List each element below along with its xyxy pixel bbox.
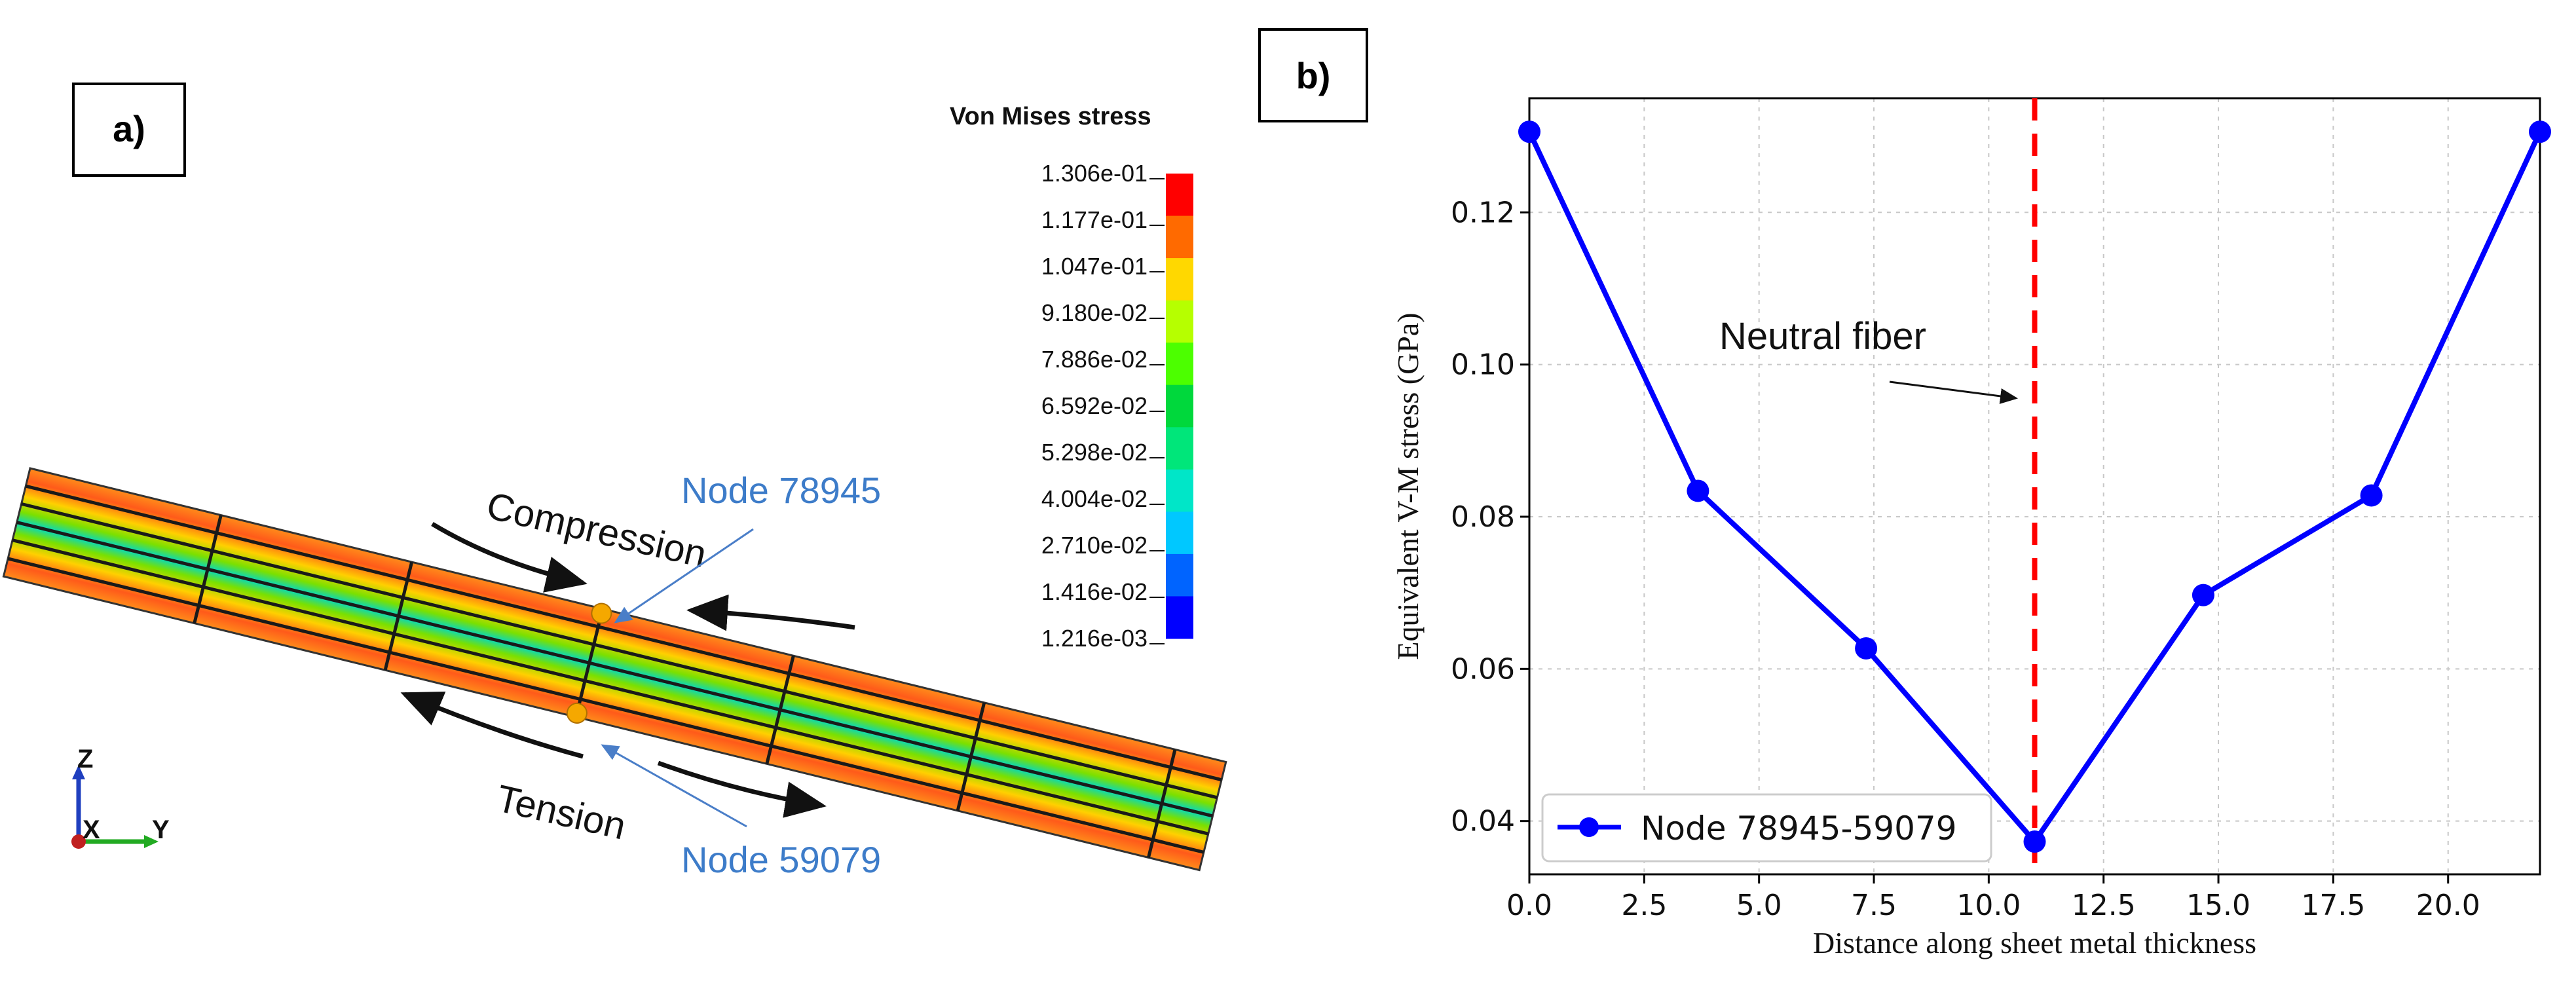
x-tick-label: 10.0 [1956, 889, 2021, 922]
panel-b: b) 0.0 2.5 5.0 7.5 10.0 12.5 15.0 17.5 20.0 0.04… [1258, 28, 2551, 959]
mesh-layer-lines [7, 484, 1222, 854]
legend-tick-label: 2.710e-02 [1041, 532, 1148, 559]
legend-tick-label: 5.298e-02 [1041, 439, 1148, 466]
triad-y-arrowhead [144, 835, 159, 848]
node-bottom-label: Node 59079 [681, 839, 881, 880]
x-tick-label: 5.0 [1736, 889, 1782, 922]
series-point [2192, 584, 2214, 606]
chart-y-axis-label: Equivalent V-M stress (GPa) [1391, 312, 1425, 660]
node-marker-top [591, 603, 612, 624]
series-point [2360, 484, 2383, 507]
panel-a: a) [2, 83, 1227, 880]
tension-arrow-left [400, 692, 584, 759]
legend-color-segment [1166, 215, 1193, 259]
legend-title: Von Mises stress [950, 103, 1151, 130]
legend-color-segment [1166, 343, 1193, 386]
chart-legend-label: Node 78945-59079 [1641, 809, 1957, 847]
chart-legend: Node 78945-59079 [1541, 793, 1992, 863]
tension-label: Tension [493, 777, 629, 847]
node-marker-bottom [566, 702, 588, 724]
series-point [1687, 479, 1709, 502]
series-point [2529, 121, 2551, 143]
chart-legend-marker [1579, 817, 1599, 837]
triad-origin [71, 834, 86, 849]
legend-tick-label: 4.004e-02 [1041, 485, 1148, 512]
x-tick-label: 0.0 [1506, 889, 1552, 922]
panel-a-label: a) [113, 108, 145, 149]
legend-tick-label: 9.180e-02 [1041, 299, 1148, 326]
x-tick-label: 15.0 [2186, 889, 2250, 922]
legend-color-segment [1166, 384, 1193, 428]
neutral-fiber-pointer [1889, 381, 2018, 404]
node-top-leader [614, 528, 754, 623]
axis-triad: Z X Y [71, 745, 170, 849]
y-tick-label: 0.04 [1451, 805, 1515, 838]
legend-tick-label: 1.047e-01 [1041, 253, 1148, 280]
stress-legend: Von Mises stress 1.306e-01 1.177e-01 1.047… [950, 103, 1193, 652]
y-tick-label: 0.08 [1451, 500, 1515, 534]
neutral-fiber-label: Neutral fiber [1719, 315, 1926, 358]
legend-color-segment [1166, 174, 1193, 217]
x-tick-label: 7.5 [1851, 889, 1897, 922]
legend-tick-label: 1.416e-02 [1041, 578, 1148, 605]
series-point [1855, 637, 1878, 660]
chart-series-node-78945-59079 [1518, 121, 2551, 853]
legend-color-segment [1166, 300, 1193, 343]
legend-color-segment [1166, 258, 1193, 301]
node-top-label: Node 78945 [681, 470, 881, 511]
mesh-element-lines [193, 514, 1177, 859]
x-tick-label: 2.5 [1621, 889, 1667, 922]
x-tick-label: 12.5 [2072, 889, 2136, 922]
chart-x-ticks: 0.0 2.5 5.0 7.5 10.0 12.5 15.0 17.5 20.0 [1506, 874, 2480, 922]
chart-x-axis-label: Distance along sheet metal thickness [1813, 926, 2256, 959]
legend-color-segment [1166, 427, 1193, 470]
tension-arrow-right [657, 760, 827, 818]
x-tick-label: 17.5 [2301, 889, 2365, 922]
panel-b-label: b) [1296, 55, 1331, 96]
series-point [2023, 830, 2046, 853]
legend-tick-label: 1.216e-03 [1041, 625, 1148, 652]
legend-color-bars [1166, 174, 1193, 639]
legend-color-segment [1166, 511, 1193, 555]
legend-tick-label: 7.886e-02 [1041, 346, 1148, 373]
x-tick-label: 20.0 [2416, 889, 2480, 922]
chart-y-ticks: 0.04 0.06 0.08 0.10 0.12 [1451, 196, 1529, 838]
legend-tick-label: 6.592e-02 [1041, 392, 1148, 419]
panel-b-label-box [1258, 28, 1368, 122]
triad-x-label: X [83, 815, 100, 844]
sheet-mesh [2, 467, 1227, 872]
y-tick-label: 0.12 [1451, 196, 1515, 229]
panel-a-label-box [72, 83, 186, 177]
triad-z-arrowhead [72, 765, 85, 779]
legend-tick-labels: 1.306e-01 1.177e-01 1.047e-01 9.180e-02 7.88… [1041, 160, 1165, 652]
y-tick-label: 0.06 [1451, 652, 1515, 686]
legend-color-segment [1166, 553, 1193, 597]
y-tick-label: 0.10 [1451, 348, 1515, 382]
legend-color-segment [1166, 469, 1193, 512]
triad-y-label: Y [152, 815, 170, 844]
legend-color-segment [1166, 596, 1193, 639]
chart-legend-box [1541, 793, 1992, 863]
compression-arrow-left [431, 521, 588, 593]
legend-tick-label: 1.306e-01 [1041, 160, 1148, 187]
legend-tick-label: 1.177e-01 [1041, 206, 1148, 233]
triad-z-label: Z [77, 745, 93, 773]
compression-arrow-right [686, 594, 855, 631]
series-point [1518, 121, 1540, 143]
node-bottom-leader [601, 744, 747, 828]
